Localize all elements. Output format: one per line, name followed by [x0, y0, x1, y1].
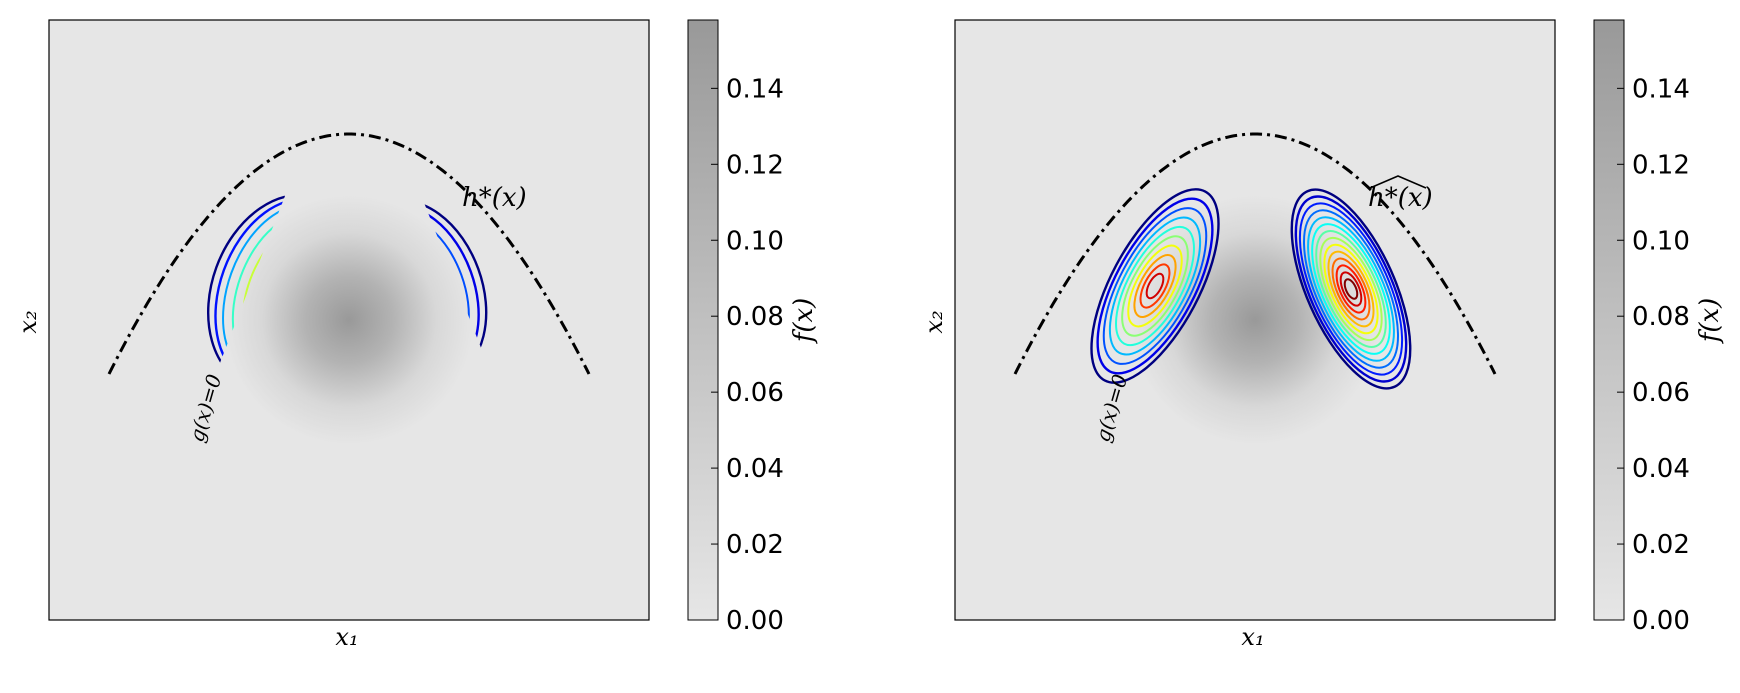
colorbar-gradient	[687, 19, 719, 621]
contour-line	[1145, 272, 1165, 300]
contour-line	[1121, 235, 1189, 337]
contour-line	[1115, 225, 1195, 347]
x-axis-label: x₁	[335, 623, 358, 651]
contour-line	[1139, 263, 1171, 309]
colorbar-tick-label: 0.04	[726, 454, 784, 484]
colorbar-tick-label: 0.00	[1632, 606, 1690, 636]
contour-line	[1298, 202, 1404, 376]
colorbar-right: 0.00 0.02 0.04 0.06 0.08 0.10 0.12 0.14 f(x)	[1593, 19, 1725, 636]
y-axis-label: x₂	[920, 310, 948, 333]
colorbar-tick-label: 0.08	[1632, 302, 1690, 332]
colorbar-tick-label: 0.06	[1632, 378, 1690, 408]
density-field	[224, 195, 474, 445]
colorbar-label: f(x)	[789, 298, 819, 345]
colorbar-tick-label: 0.02	[1632, 530, 1690, 560]
x-axis-label: x₁	[1241, 623, 1264, 651]
colorbar-tick-label: 0.12	[1632, 150, 1690, 180]
density-annotation: h*(x)	[462, 183, 527, 213]
contour-lobe-left	[1090, 188, 1220, 384]
contour-line	[1302, 209, 1400, 369]
contour-line	[1331, 257, 1371, 321]
contour-line	[1102, 207, 1208, 365]
limit-state-curve	[107, 132, 591, 375]
colorbar-tick-label: 0.14	[1632, 74, 1690, 104]
contour-line	[1343, 278, 1359, 300]
colorbar-ticks: 0.00 0.02 0.04 0.06 0.08 0.10 0.12 0.14	[711, 74, 784, 636]
density-annotation: h*(x)	[1368, 183, 1433, 213]
colorbar-tick-label: 0.10	[726, 226, 784, 256]
colorbar-left: 0.00 0.02 0.04 0.06 0.08 0.10 0.12 0.14 f(x)	[687, 19, 819, 636]
contour-line	[1339, 271, 1363, 307]
contour-line	[1090, 188, 1220, 384]
colorbar-label: f(x)	[1695, 298, 1725, 345]
approx-density-contours	[1090, 188, 1412, 390]
contour-line	[1335, 264, 1367, 314]
contour-line	[1133, 254, 1177, 318]
contour-line	[1327, 250, 1375, 328]
contour-line	[1108, 216, 1202, 356]
contour-line	[1096, 197, 1214, 375]
contour-line	[1290, 188, 1412, 390]
contour-line	[1315, 229, 1387, 349]
colorbar-tick-label: 0.08	[726, 302, 784, 332]
colorbar-tick-label: 0.00	[726, 606, 784, 636]
contour-line	[1323, 243, 1379, 335]
colorbar-tick-label: 0.14	[726, 74, 784, 104]
contour-line	[1127, 244, 1183, 328]
hat-accent-icon	[1369, 175, 1427, 189]
colorbar-ticks: 0.00 0.02 0.04 0.06 0.08 0.10 0.12 0.14	[1617, 74, 1690, 636]
colorbar-tick-label: 0.10	[1632, 226, 1690, 256]
colorbar-tick-label: 0.12	[726, 150, 784, 180]
colorbar-gradient	[1593, 19, 1625, 621]
panel-right: x₁ x₂ g(x)=0 h*(x)	[920, 19, 1556, 651]
contour-lobe-right	[1290, 188, 1412, 390]
contour-line	[1307, 216, 1395, 362]
contour-line	[1311, 223, 1391, 355]
colorbar-tick-label: 0.02	[726, 530, 784, 560]
panel-left: x₁ x₂ g(x)=0 h*(x)	[14, 19, 650, 651]
contour-line	[1294, 195, 1408, 383]
contour-line	[1319, 236, 1383, 342]
plot-frame	[954, 19, 1556, 621]
y-axis-label: x₂	[14, 310, 42, 333]
plot-frame	[48, 19, 650, 621]
colorbar-tick-label: 0.06	[726, 378, 784, 408]
colorbar-tick-label: 0.04	[1632, 454, 1690, 484]
limit-state-curve	[1013, 132, 1497, 375]
